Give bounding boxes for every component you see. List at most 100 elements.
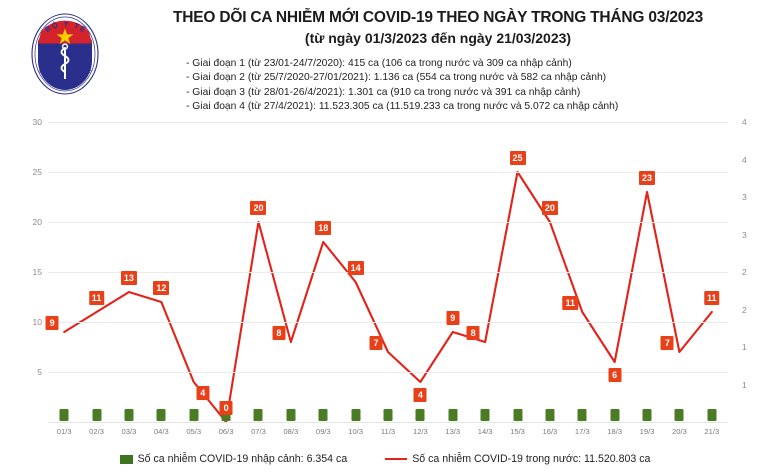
y-tick-left-20: 20 — [32, 217, 42, 227]
y-tick-right-7: 4 — [742, 154, 747, 165]
x-tick-07/3: 07/3 — [251, 427, 266, 436]
imported-marker-09/3 — [318, 409, 328, 421]
x-tick-09/3: 09/3 — [315, 427, 331, 436]
x-tick-10/3: 10/3 — [348, 427, 363, 436]
x-tick-05/3: 05/3 — [186, 427, 202, 436]
domestic-cases-polyline — [64, 172, 712, 422]
phase-summary-list: - Giai đoạn 1 (từ 23/01-24/7/2020): 415 … — [186, 57, 746, 114]
data-label-01/3: 9 — [45, 316, 59, 330]
data-label-10/3: 14 — [347, 261, 364, 275]
x-tick-15/3: 15/3 — [510, 427, 525, 436]
data-label-13/3: 9 — [446, 311, 460, 325]
gridline — [48, 422, 728, 423]
y-tick-right-5: 3 — [742, 229, 747, 240]
data-label-07/3: 20 — [250, 201, 267, 215]
data-label-08/3: 8 — [272, 326, 286, 340]
title-block: THEO DÕI CA NHIỄM MỚI COVID-19 THEO NGÀY… — [118, 8, 758, 48]
x-tick-18/3: 18/3 — [607, 427, 623, 436]
y-tick-left-15: 15 — [32, 267, 42, 277]
imported-marker-05/3 — [189, 409, 199, 421]
data-label-20/3: 7 — [660, 336, 674, 350]
x-tick-11/3: 11/3 — [380, 427, 396, 436]
imported-marker-04/3 — [156, 409, 166, 421]
legend-item-domestic: Số ca nhiễm COVID-19 trong nước: 11.520.… — [385, 453, 650, 465]
x-tick-21/3: 21/3 — [704, 427, 720, 436]
imported-marker-12/3 — [415, 409, 425, 421]
imported-marker-01/3 — [59, 409, 69, 421]
phase-line-3: - Giai đoạn 3 (từ 28/01-26/4/2021): 1.30… — [186, 86, 581, 98]
x-tick-02/3: 02/3 — [89, 427, 104, 436]
imported-marker-08/3 — [286, 409, 296, 421]
data-label-21/3: 11 — [704, 291, 720, 305]
gridline — [48, 272, 728, 273]
red-line-icon — [385, 457, 408, 461]
data-label-16/3: 20 — [541, 201, 558, 215]
data-label-04/3: 12 — [153, 281, 170, 295]
gridline — [48, 122, 728, 123]
domestic-cases-line — [48, 122, 728, 422]
y-tick-right-8: 4 — [742, 117, 747, 127]
x-tick-03/3: 03/3 — [121, 427, 137, 436]
gridline — [48, 372, 728, 373]
chart-legend: Số ca nhiễm COVID-19 nhập cảnh: 6.354 ca… — [0, 448, 770, 470]
green-square-icon — [119, 454, 133, 464]
ministry-of-health-logo: BỘ Y TẾ MINISTRY OF HEALTH — [22, 10, 108, 98]
x-tick-13/3: 13/3 — [445, 427, 461, 436]
x-tick-16/3: 16/3 — [542, 427, 558, 436]
data-label-17/3: 11 — [562, 296, 579, 310]
gridline — [48, 172, 728, 173]
legend-label-imported: Số ca nhiễm COVID-19 nhập cảnh: 6.354 ca — [137, 453, 348, 465]
imported-marker-02/3 — [92, 409, 102, 421]
imported-marker-13/3 — [448, 409, 458, 421]
x-tick-06/3: 06/3 — [218, 427, 234, 436]
imported-marker-21/3 — [707, 409, 717, 421]
y-tick-left-25: 25 — [32, 167, 42, 177]
x-tick-04/3: 04/3 — [153, 427, 169, 436]
phase-line-4: - Giai đoạn 4 (từ 27/4/2021): 11.523.305… — [186, 100, 619, 112]
x-tick-12/3: 12/3 — [412, 427, 428, 436]
data-label-02/3: 11 — [88, 291, 105, 305]
y-tick-left-5: 5 — [37, 367, 42, 377]
legend-item-imported: Số ca nhiễm COVID-19 nhập cảnh: 6.354 ca — [119, 453, 348, 465]
imported-marker-07/3 — [253, 409, 263, 421]
imported-marker-06/3 — [221, 409, 231, 421]
data-label-12/3: 4 — [413, 388, 427, 402]
phase-line-1: - Giai đoạn 1 (từ 23/01-24/7/2020): 415 … — [186, 58, 572, 69]
y-tick-left-10: 10 — [32, 317, 42, 327]
x-tick-14/3: 14/3 — [477, 427, 493, 436]
imported-marker-10/3 — [351, 409, 361, 421]
chart-grid — [48, 122, 728, 422]
imported-marker-16/3 — [545, 409, 555, 421]
x-tick-20/3: 20/3 — [672, 427, 687, 436]
data-label-15/3: 25 — [509, 151, 526, 165]
imported-marker-15/3 — [513, 409, 523, 421]
chart-header: BỘ Y TẾ MINISTRY OF HEALTH THEO DÕI CA N… — [0, 0, 770, 122]
gridline — [48, 322, 728, 323]
imported-marker-18/3 — [610, 409, 620, 421]
data-label-05/3: 4 — [196, 386, 210, 400]
x-tick-01/3: 01/3 — [56, 427, 72, 436]
y-tick-right-2: 1 — [742, 342, 747, 352]
y-tick-right-6: 3 — [742, 192, 747, 202]
data-label-14/3: 8 — [466, 326, 480, 340]
imported-marker-20/3 — [674, 409, 684, 421]
chart-plot-area: 9 11 13 12 4 0 20 8 18 14 7 4 9 8 25 20 11 6 23 7 11 01/3 02/… — [0, 118, 770, 436]
imported-marker-17/3 — [577, 409, 587, 421]
imported-marker-14/3 — [480, 409, 490, 421]
gridline — [48, 222, 728, 223]
data-label-03/3: 13 — [120, 271, 137, 285]
y-tick-right-3: 2 — [742, 304, 747, 315]
data-label-11/3: 7 — [369, 336, 383, 350]
data-label-18/3: 6 — [608, 368, 622, 382]
data-label-06/3: 0 — [219, 401, 233, 415]
x-tick-17/3: 17/3 — [574, 427, 590, 436]
legend-label-domestic: Số ca nhiễm COVID-19 trong nước: 11.520.… — [412, 453, 651, 465]
x-tick-08/3: 08/3 — [283, 427, 299, 436]
data-label-09/3: 18 — [315, 221, 332, 235]
y-tick-right-4: 2 — [742, 267, 747, 277]
page-title: THEO DÕI CA NHIỄM MỚI COVID-19 THEO NGÀY… — [172, 9, 704, 26]
x-tick-19/3: 19/3 — [639, 427, 655, 436]
page-subtitle: (từ ngày 01/3/2023 đến ngày 21/03/2023) — [304, 30, 572, 46]
imported-marker-11/3 — [383, 409, 393, 421]
data-label-19/3: 23 — [639, 171, 656, 185]
